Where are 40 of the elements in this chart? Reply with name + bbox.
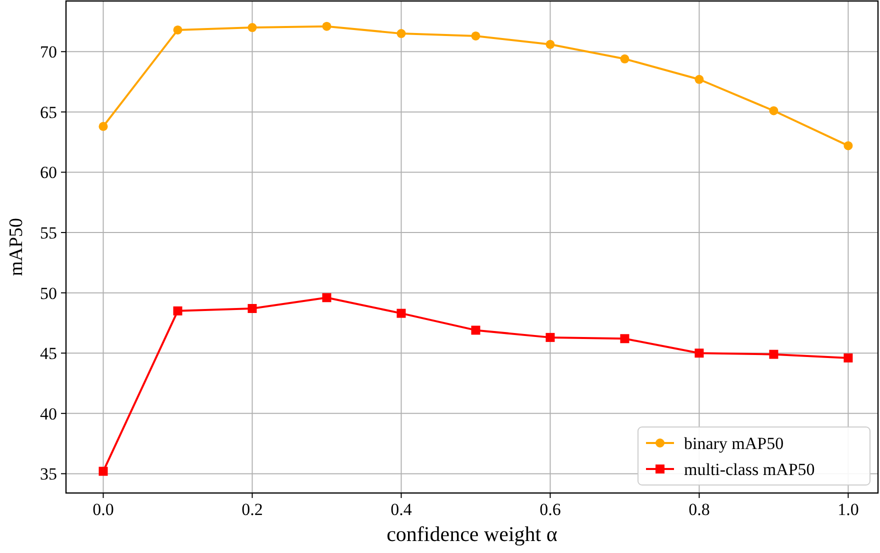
point <box>694 348 704 358</box>
point <box>546 332 555 342</box>
y-tick-label: 55 <box>40 223 57 242</box>
x-tick-label: 0.4 <box>390 500 412 519</box>
point <box>322 22 332 31</box>
x-axis-title: confidence weight α <box>386 522 558 546</box>
legend-label: multi-class mAP50 <box>684 460 815 479</box>
point <box>173 306 182 316</box>
x-tick-label: 0.2 <box>242 500 263 519</box>
point <box>396 29 406 38</box>
point <box>769 350 778 359</box>
point <box>769 106 778 116</box>
x-tick-label: 0.8 <box>688 500 710 519</box>
point <box>620 334 630 344</box>
point <box>471 31 480 40</box>
point <box>546 40 555 49</box>
point <box>98 466 108 476</box>
legend-label: binary mAP50 <box>684 434 784 453</box>
point <box>248 23 257 32</box>
point <box>620 54 630 64</box>
y-tick-label: 70 <box>40 42 57 62</box>
y-tick-label: 65 <box>40 102 57 122</box>
point <box>844 353 853 362</box>
point <box>98 122 108 131</box>
y-tick-label: 50 <box>40 284 57 303</box>
y-tick-label: 40 <box>40 404 57 424</box>
point <box>844 141 853 150</box>
point <box>173 25 182 34</box>
x-tick-label: 1.0 <box>838 500 859 519</box>
x-tick-label: 0.6 <box>540 500 561 519</box>
point <box>471 326 480 335</box>
y-axis-title: mAP50 <box>6 218 27 276</box>
y-tick-label: 45 <box>40 344 57 364</box>
y-tick-label: 60 <box>40 163 57 182</box>
x-tick-label: 0.0 <box>92 500 114 519</box>
point <box>322 293 332 302</box>
y-tick-label: 35 <box>40 464 57 484</box>
point <box>694 74 704 84</box>
point <box>248 304 257 313</box>
point <box>396 308 406 318</box>
